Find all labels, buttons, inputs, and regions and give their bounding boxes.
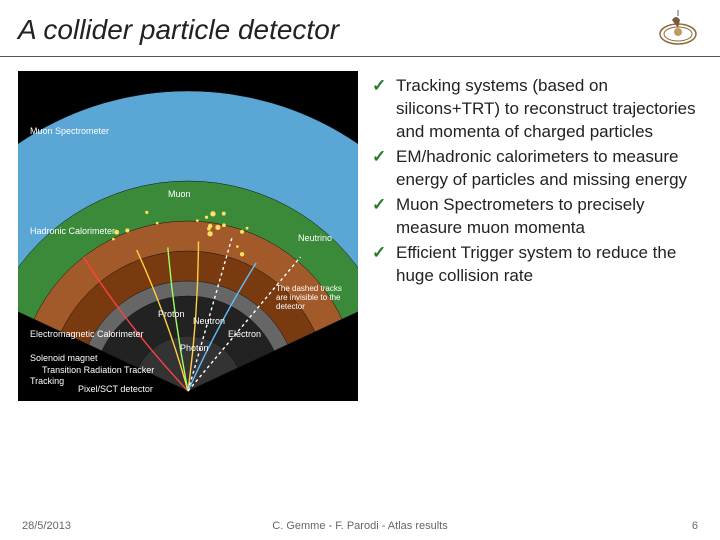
footer-page: 6 xyxy=(692,520,698,532)
diagram-label: Electromagnetic Calorimeter xyxy=(30,329,144,339)
page-title: A collider particle detector xyxy=(18,14,339,46)
diagram-label: Tracking xyxy=(30,376,64,386)
detector-diagram: Muon Spectrometer Muon Neutrino Hadronic Ca… xyxy=(18,71,358,401)
diagram-label: Solenoid magnet xyxy=(30,353,98,363)
bullet-text: Tracking systems (based on silicons+TRT)… xyxy=(396,75,702,144)
check-icon: ✓ xyxy=(372,242,390,288)
diagram-label: Electron xyxy=(228,329,261,339)
bullet-item: ✓Efficient Trigger system to reduce the … xyxy=(372,242,702,288)
bullet-text: Muon Spectrometers to precisely measure … xyxy=(396,194,702,240)
diagram-label: Transition Radiation Tracker xyxy=(42,365,154,375)
diagram-label: Neutron xyxy=(193,316,225,326)
atlas-logo-icon xyxy=(654,10,702,50)
footer-date: 28/5/2013 xyxy=(22,520,71,532)
diagram-label: Neutrino xyxy=(298,233,332,243)
diagram-label: Pixel/SCT detector xyxy=(78,384,153,394)
title-bar: A collider particle detector xyxy=(0,0,720,57)
check-icon: ✓ xyxy=(372,75,390,144)
bullet-item: ✓Tracking systems (based on silicons+TRT… xyxy=(372,75,702,144)
diagram-label: Proton xyxy=(158,309,185,319)
bullet-item: ✓Muon Spectrometers to precisely measure… xyxy=(372,194,702,240)
diagram-label: The dashed tracks are invisible to the d… xyxy=(276,285,354,311)
diagram-label: Photon xyxy=(180,343,209,353)
footer: 28/5/2013 C. Gemme - F. Parodi - Atlas r… xyxy=(0,520,720,532)
bullet-list: ✓Tracking systems (based on silicons+TRT… xyxy=(372,71,702,401)
diagram-label: Muon Spectrometer xyxy=(30,126,109,136)
check-icon: ✓ xyxy=(372,146,390,192)
bullet-text: EM/hadronic calorimeters to measure ener… xyxy=(396,146,702,192)
bullet-text: Efficient Trigger system to reduce the h… xyxy=(396,242,702,288)
footer-author: C. Gemme - F. Parodi - Atlas results xyxy=(272,520,447,532)
content-row: Muon Spectrometer Muon Neutrino Hadronic Ca… xyxy=(0,57,720,401)
diagram-label: Hadronic Calorimeter xyxy=(30,226,115,236)
bullet-item: ✓EM/hadronic calorimeters to measure ene… xyxy=(372,146,702,192)
diagram-label: Muon xyxy=(168,189,191,199)
check-icon: ✓ xyxy=(372,194,390,240)
